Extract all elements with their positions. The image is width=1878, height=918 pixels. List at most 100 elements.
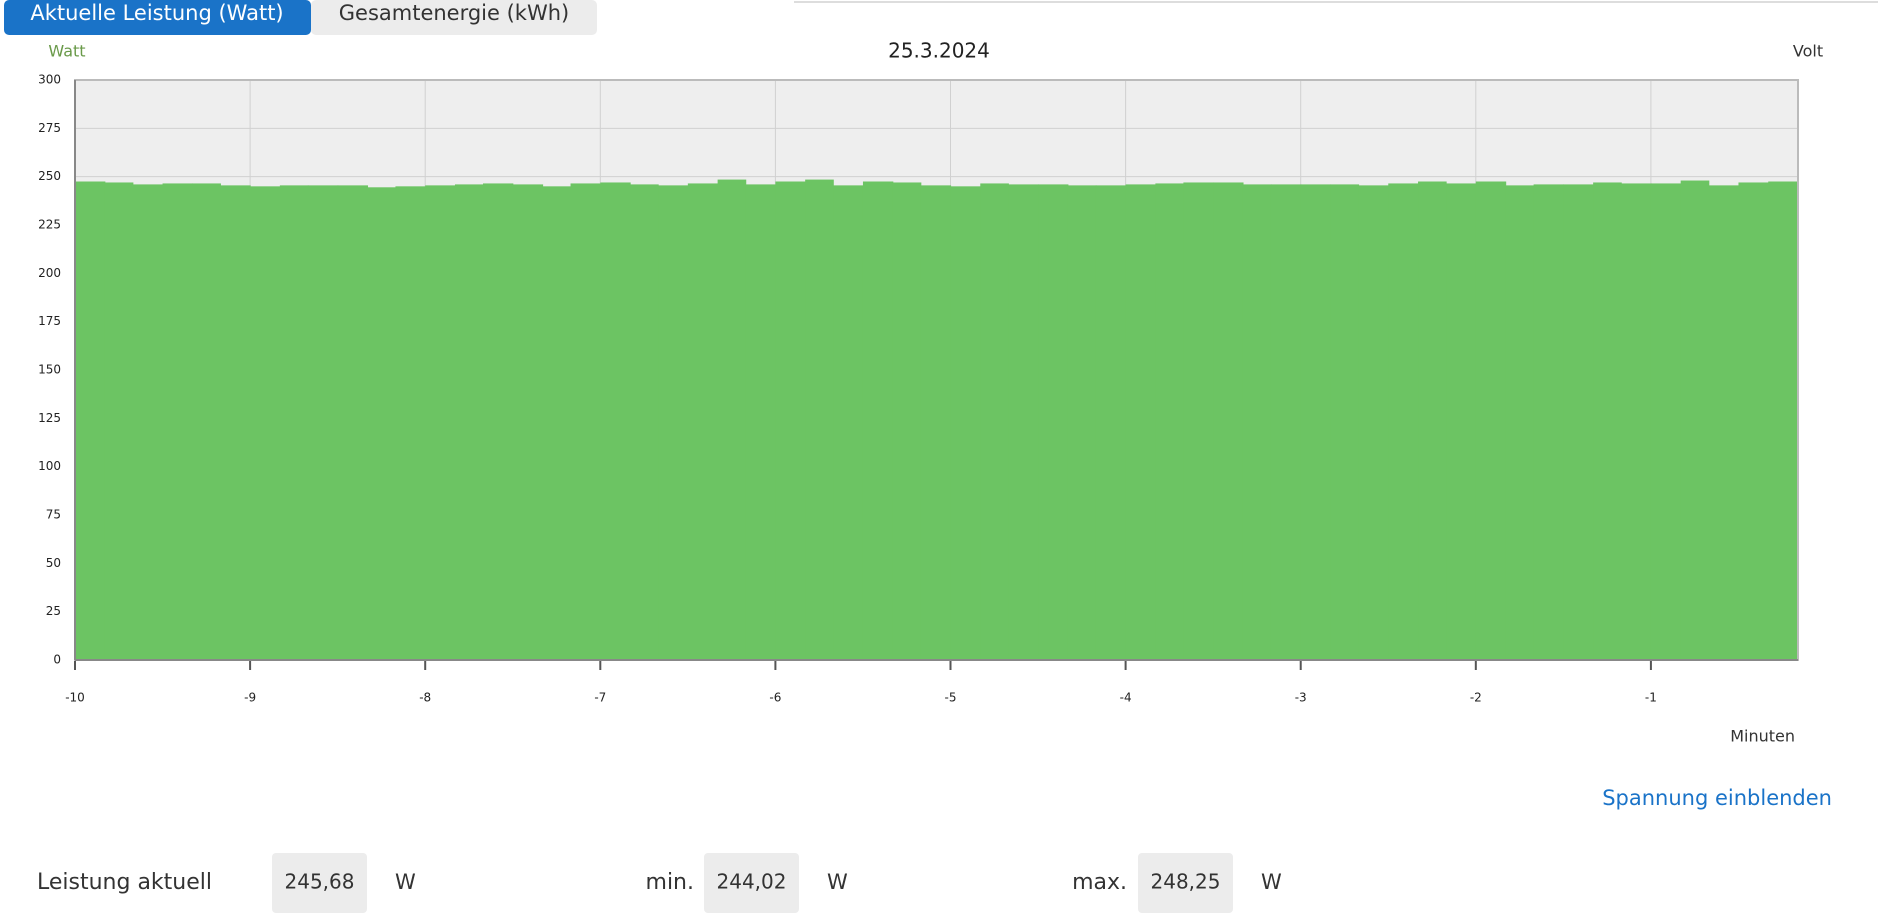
bar <box>454 184 484 660</box>
bar <box>1067 185 1097 660</box>
stat-box <box>704 853 799 913</box>
stat-unit: W <box>395 870 416 894</box>
x-tick-label: -10 <box>65 691 85 705</box>
bar <box>1183 182 1214 660</box>
bar <box>1563 184 1594 660</box>
bar <box>162 183 193 660</box>
stat-label: Leistung aktuell <box>37 870 212 895</box>
stat-label: max. <box>1072 870 1127 895</box>
bar <box>1008 184 1039 660</box>
y-tick-label: 250 <box>38 169 61 183</box>
bar <box>482 183 514 660</box>
x-tick-label: -3 <box>1295 691 1307 705</box>
bar <box>1242 184 1272 660</box>
bar <box>1708 185 1740 660</box>
bar <box>1270 184 1302 660</box>
y-tick-label: 300 <box>38 73 61 87</box>
y-tick-label: 25 <box>46 604 61 618</box>
bar <box>367 187 397 661</box>
bar <box>833 185 864 660</box>
chart-title: 25.3.2024 <box>888 39 990 63</box>
bar <box>1418 181 1447 660</box>
stat-unit: W <box>827 870 848 894</box>
bar <box>307 185 339 660</box>
x-axis-label: Minuten <box>1730 727 1795 746</box>
bar <box>745 184 777 660</box>
y-tick-label: 275 <box>38 121 61 135</box>
bar <box>1680 180 1710 661</box>
bar <box>1446 183 1477 660</box>
x-tick-label: -7 <box>594 691 606 705</box>
y-tick-label: 125 <box>38 411 61 425</box>
bar <box>75 181 106 660</box>
bar <box>192 183 221 660</box>
x-tick-label: -6 <box>769 691 781 705</box>
bar <box>658 185 689 660</box>
bar <box>775 181 806 660</box>
bar <box>1650 183 1682 660</box>
bar <box>1533 184 1564 660</box>
bar <box>1475 181 1507 660</box>
bar <box>250 186 281 661</box>
bar <box>132 184 164 660</box>
stat-label: min. <box>646 870 694 895</box>
bar <box>892 182 922 660</box>
bar <box>570 183 601 660</box>
bar <box>1213 182 1244 660</box>
y-tick-label: 150 <box>38 363 61 377</box>
bar <box>980 183 1009 660</box>
bar <box>687 183 719 660</box>
bar <box>337 185 369 660</box>
bar <box>1038 184 1069 660</box>
x-tick-label: -4 <box>1120 691 1132 705</box>
y-tick-label: 50 <box>46 556 61 570</box>
bar <box>1095 185 1127 660</box>
tab[interactable] <box>311 0 597 35</box>
y-tick-label: 0 <box>53 653 61 667</box>
link[interactable]: Spannung einblenden <box>1602 786 1832 810</box>
bar <box>279 185 309 660</box>
bar <box>805 179 834 661</box>
stat-value: 245,68 <box>285 870 355 894</box>
x-tick-label: -9 <box>244 691 256 705</box>
bar <box>1593 182 1622 660</box>
bar <box>220 185 251 660</box>
y-tick-label: 175 <box>38 314 61 328</box>
bar <box>1125 184 1156 660</box>
bar <box>512 184 544 660</box>
bar <box>1330 184 1360 660</box>
y-tick-label: 100 <box>38 459 61 473</box>
x-tick-label: -2 <box>1470 691 1482 705</box>
bar <box>425 185 456 660</box>
tab-label[interactable]: Gesamtenergie (kWh) <box>339 1 570 25</box>
bar <box>542 186 572 661</box>
bar <box>1505 185 1535 660</box>
bar <box>600 182 631 660</box>
bar <box>1738 182 1769 660</box>
bar <box>1300 184 1332 660</box>
x-tick-label: -8 <box>419 691 431 705</box>
stat-value: 248,25 <box>1151 870 1221 894</box>
bar <box>717 179 747 661</box>
stat-box <box>272 853 367 913</box>
y-tick-label: 75 <box>46 508 61 522</box>
y-tick-label: 200 <box>38 266 61 280</box>
bar <box>1388 183 1419 660</box>
bar <box>1768 181 1799 660</box>
bar <box>1358 185 1389 660</box>
y-tick-label: 225 <box>38 218 61 232</box>
bar <box>395 186 426 661</box>
bar <box>1621 183 1652 660</box>
bar <box>950 186 981 661</box>
bar <box>104 182 134 660</box>
bar <box>920 185 952 660</box>
y2-axis-label: Volt <box>1793 42 1823 61</box>
tab-label[interactable]: Aktuelle Leistung (Watt) <box>30 1 283 25</box>
tab-active[interactable] <box>4 0 311 35</box>
bar <box>1155 183 1184 660</box>
stat-box <box>1138 853 1233 913</box>
bar <box>630 184 659 660</box>
bar <box>862 181 894 660</box>
